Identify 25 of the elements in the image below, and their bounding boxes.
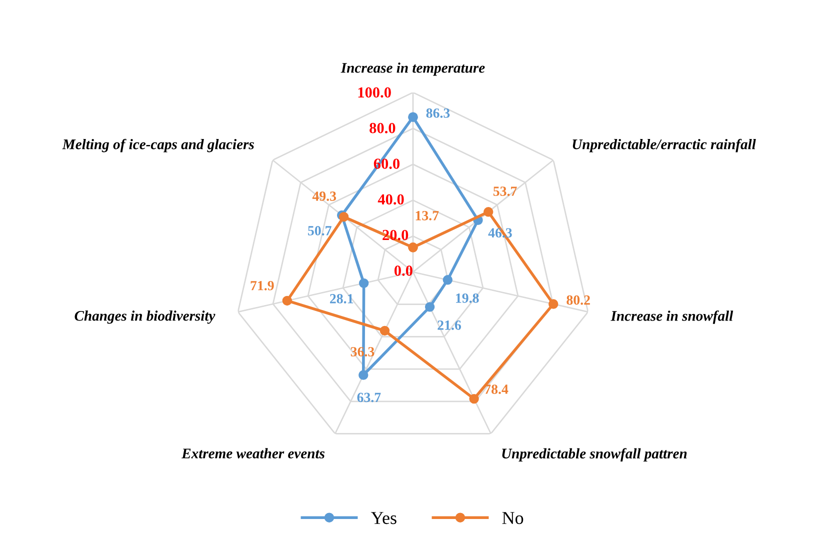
y-tick-label: 80.0 xyxy=(370,122,396,134)
spoke-label: Melting of ice-caps and glaciers xyxy=(62,138,254,152)
y-tick-label: 0.0 xyxy=(394,266,412,276)
data-label: 78.4 xyxy=(484,384,508,394)
spoke-label: Increase in temperature xyxy=(340,62,485,76)
data-label: 71.9 xyxy=(250,280,274,290)
spoke-label: Increase in snowfall xyxy=(610,310,734,324)
spoke-label: Unpredictable snowfall pattren xyxy=(502,448,687,462)
y-tick-label: 40.0 xyxy=(378,194,404,205)
data-label: 50.7 xyxy=(308,226,332,236)
data-label: 86.3 xyxy=(426,108,450,118)
data-label: 53.7 xyxy=(493,186,517,196)
data-label: 49.3 xyxy=(312,192,336,201)
spoke-label: Extreme weather events xyxy=(181,448,325,458)
data-label: 28.1 xyxy=(330,294,354,304)
data-label: 19.8 xyxy=(456,293,479,303)
data-label: 80.2 xyxy=(566,295,590,305)
spoke-label: Unpredictable/erractic rainfall xyxy=(572,138,756,152)
data-label: 21.6 xyxy=(438,320,462,330)
y-tick-label: 100.0 xyxy=(358,87,391,98)
data-label: 13.7 xyxy=(416,210,439,220)
spoke-label: Changes in biodiversity xyxy=(74,310,216,324)
legend-label: No xyxy=(502,512,524,524)
data-label: 63.7 xyxy=(357,392,381,402)
legend-label: Yes xyxy=(370,512,396,524)
